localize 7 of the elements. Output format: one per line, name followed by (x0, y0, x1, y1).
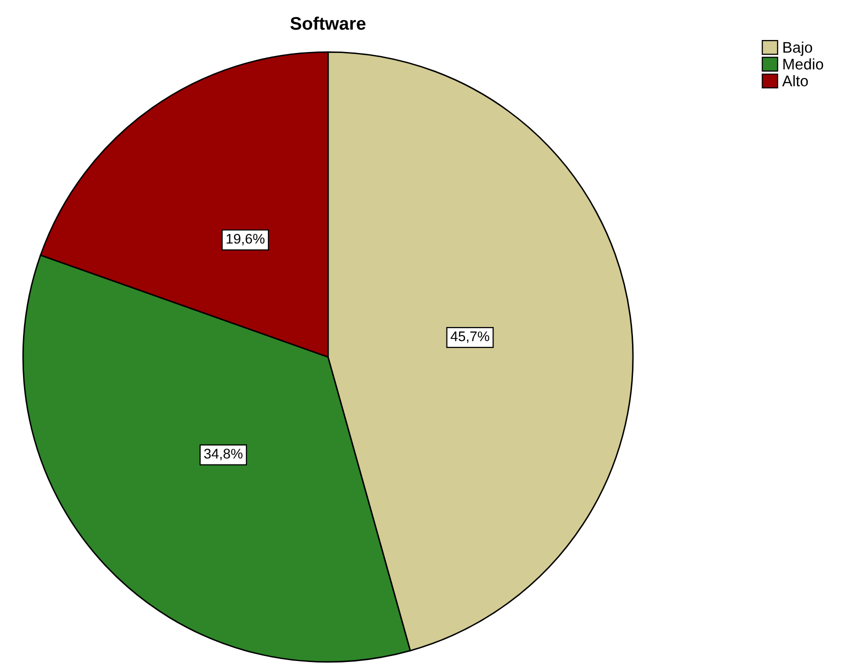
data-label: 45,7% (450, 331, 490, 343)
chart-title: Software (290, 16, 366, 30)
legend-label: Bajo (783, 42, 812, 56)
data-label: 34,8% (204, 448, 242, 460)
legend-label: Alto (782, 75, 808, 86)
data-label: 19,6% (226, 234, 264, 246)
legend-label: Medio (783, 58, 824, 70)
